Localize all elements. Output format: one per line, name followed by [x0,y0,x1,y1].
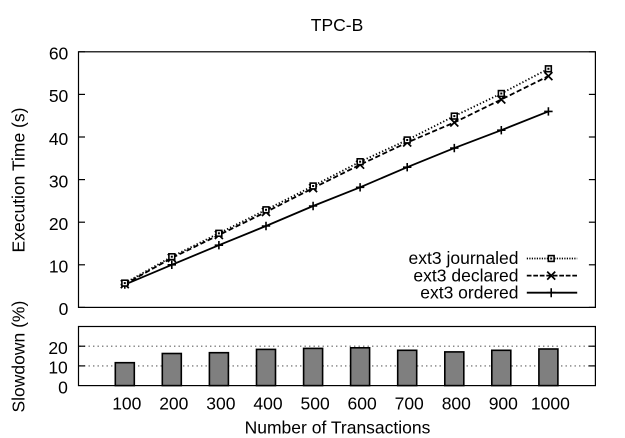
svg-text:300: 300 [206,394,235,414]
svg-text:10: 10 [49,257,69,277]
svg-text:Slowdown (%): Slowdown (%) [9,301,29,413]
svg-text:700: 700 [395,394,424,414]
svg-text:1000: 1000 [531,394,570,414]
svg-text:0: 0 [59,299,69,319]
svg-text:0: 0 [58,377,68,397]
svg-text:TPC-B: TPC-B [311,15,364,35]
svg-text:600: 600 [347,394,376,414]
svg-text:200: 200 [159,394,188,414]
svg-text:400: 400 [253,394,282,414]
svg-text:60: 60 [49,44,69,64]
svg-text:800: 800 [442,394,471,414]
svg-text:100: 100 [112,394,141,414]
svg-text:30: 30 [49,171,69,191]
svg-text:500: 500 [300,394,329,414]
svg-text:Number of Transactions: Number of Transactions [245,418,431,438]
svg-text:ext3 ordered: ext3 ordered [420,282,518,302]
svg-text:900: 900 [489,394,518,414]
svg-text:20: 20 [48,338,68,358]
svg-text:ext3 journaled: ext3 journaled [409,248,519,268]
svg-text:10: 10 [48,358,68,378]
svg-text:40: 40 [49,129,69,149]
svg-text:ext3 declared: ext3 declared [413,265,518,285]
svg-text:20: 20 [49,214,69,234]
svg-text:Execution Time (s): Execution Time (s) [9,108,29,253]
svg-text:50: 50 [49,86,69,106]
